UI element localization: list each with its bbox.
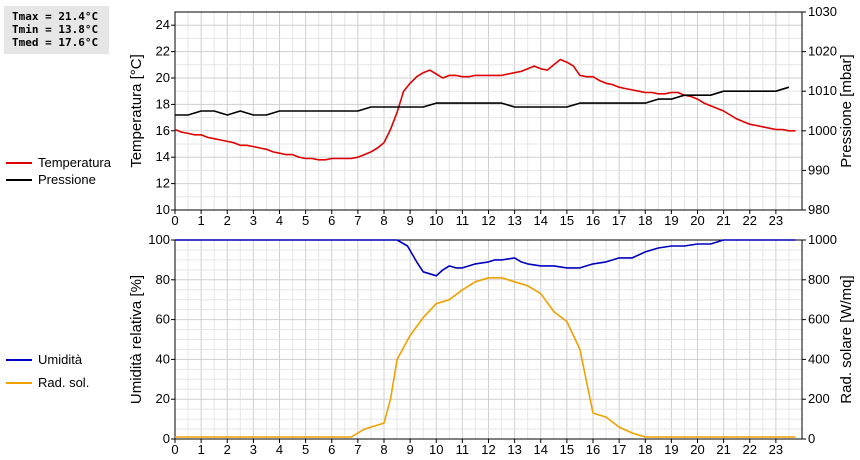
bottom-xtick-label: 8 [380,442,387,457]
bottom-y2tick-label: 400 [808,351,830,366]
top-xtick-label: 7 [354,213,361,228]
bottom-xtick-label: 18 [638,442,652,457]
top-ytick-label: 18 [156,96,170,111]
legend-label-temperatura: Temperatura [38,155,111,170]
top-xtick-label: 8 [380,213,387,228]
bottom-y2tick-label: 800 [808,272,830,287]
top-ytick-label: 22 [156,44,170,59]
top-y2tick-label: 1020 [808,44,837,59]
bottom-xtick-label: 9 [407,442,414,457]
bottom-xtick-label: 1 [198,442,205,457]
top-y2tick-label: 1010 [808,83,837,98]
bottom-ytick-label: 20 [156,391,170,406]
top-xtick-label: 22 [743,213,757,228]
top-xtick-label: 10 [429,213,443,228]
top-y2label: Pressione [mbar] [838,54,855,167]
top-xtick-label: 23 [769,213,783,228]
bottom-y2tick-label: 1000 [808,232,837,247]
top-xtick-label: 4 [276,213,283,228]
bottom-xtick-label: 21 [716,442,730,457]
legend-swatch-rad-sol [6,382,32,384]
top-xtick-label: 14 [534,213,548,228]
bottom-ytick-label: 60 [156,312,170,327]
top-series-0 [174,58,796,161]
top-xtick-label: 12 [481,213,495,228]
top-xtick-label: 17 [612,213,626,228]
top-xtick-label: 1 [198,213,205,228]
bottom-y2tick-label: 600 [808,312,830,327]
top-xtick-label: 18 [638,213,652,228]
bottom-ytick-label: 80 [156,272,170,287]
bottom-xtick-label: 23 [769,442,783,457]
top-xtick-label: 13 [507,213,521,228]
top-ytick-label: 10 [156,202,170,217]
tmin-label: Tmin = 13.8°C [12,23,99,36]
top-ytick-label: 24 [156,17,170,32]
bottom-xtick-label: 22 [743,442,757,457]
bottom-xtick-label: 12 [481,442,495,457]
legend-label-rad-sol: Rad. sol. [38,375,90,390]
legend-swatch-umidita [6,359,32,361]
top-y2tick-label: 1030 [808,4,837,19]
top-xtick-label: 20 [690,213,704,228]
bottom-xtick-label: 14 [534,442,548,457]
top-xtick-label: 2 [224,213,231,228]
bottom-xtick-label: 19 [664,442,678,457]
bottom-series-0 [175,239,796,277]
top-xtick-label: 21 [716,213,730,228]
bottom-xtick-label: 15 [560,442,574,457]
bottom-frame [174,239,803,440]
top-xtick-label: 11 [456,213,470,228]
bottom-y2label: Rad. solare [W/mq] [838,275,855,403]
tmax-label: Tmax = 21.4°C [12,10,99,23]
top-xtick-label: 0 [171,213,178,228]
bottom-ytick-label: 0 [163,431,170,446]
bottom-xtick-label: 5 [302,442,309,457]
bottom-ytick-label: 40 [156,351,170,366]
legend-swatch-temperatura [6,162,32,164]
stats-box: Tmax = 21.4°C Tmin = 13.8°C Tmed = 17.6°… [4,6,109,54]
tmed-label: Tmed = 17.6°C [12,36,99,49]
top-ytick-label: 16 [156,123,170,138]
top-y2tick-label: 980 [808,202,830,217]
bottom-xtick-label: 11 [456,442,470,457]
bottom-xtick-label: 13 [507,442,521,457]
top-xtick-label: 16 [586,213,600,228]
top-xtick-label: 9 [407,213,414,228]
legend-swatch-pressione [6,179,32,181]
bottom-xtick-label: 7 [354,442,361,457]
legend-label-pressione: Pressione [38,172,96,187]
bottom-xtick-label: 3 [250,442,257,457]
bottom-xtick-label: 2 [224,442,231,457]
top-xtick-label: 3 [250,213,257,228]
bottom-xtick-label: 10 [429,442,443,457]
top-ytick-label: 14 [156,149,170,164]
bottom-xtick-label: 4 [276,442,283,457]
top-y2tick-label: 1000 [808,123,837,138]
bottom-xtick-label: 16 [586,442,600,457]
top-xtick-label: 19 [664,213,678,228]
top-ylabel: Temperatura [°C] [128,54,145,168]
top-y2tick-label: 990 [808,162,830,177]
bottom-series-1 [175,276,796,438]
legend-label-umidita: Umidità [38,352,83,367]
bottom-ylabel: Umidità relativa [%] [128,275,145,404]
top-frame [174,11,803,211]
bottom-y2tick-label: 0 [808,431,815,446]
top-xtick-label: 5 [302,213,309,228]
top-ytick-label: 12 [156,176,170,191]
bottom-y2tick-label: 200 [808,391,830,406]
bottom-xtick-label: 17 [612,442,626,457]
top-xtick-label: 6 [328,213,335,228]
top-ytick-label: 20 [156,70,170,85]
bottom-xtick-label: 20 [690,442,704,457]
top-series-1 [175,86,790,116]
bottom-ytick-label: 100 [148,232,170,247]
bottom-xtick-label: 6 [328,442,335,457]
bottom-xtick-label: 0 [171,442,178,457]
top-xtick-label: 15 [560,213,574,228]
